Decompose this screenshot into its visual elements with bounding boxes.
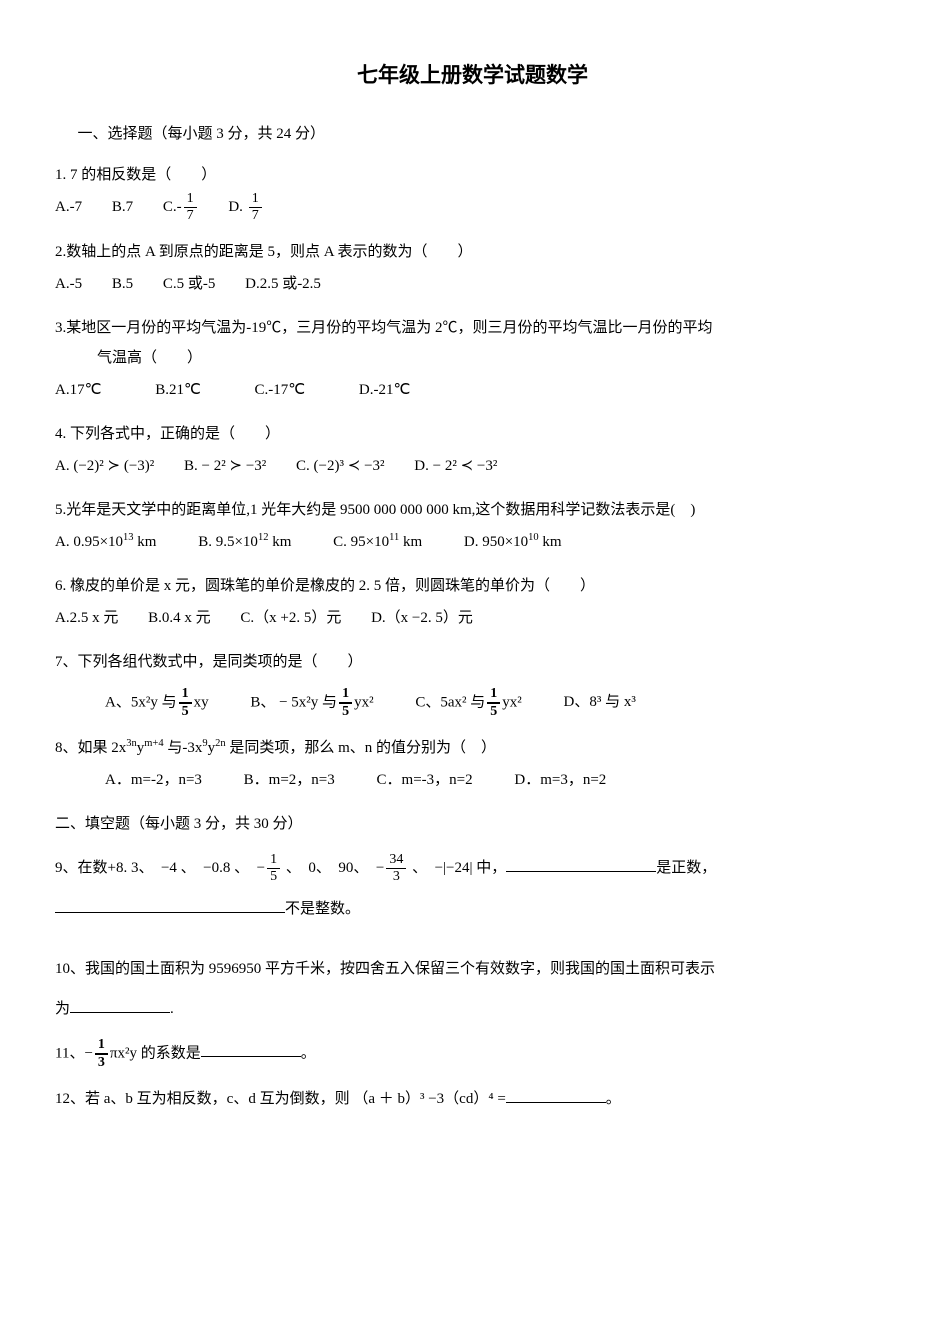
q1-stem: 1. 7 的相反数是（ ） bbox=[55, 160, 890, 190]
question-11: 11、−13πx²y 的系数是。 bbox=[55, 1038, 890, 1070]
question-6: 6. 橡皮的单价是 x 元，圆珠笔的单价是橡皮的 2. 5 倍，则圆珠笔的单价为… bbox=[55, 571, 890, 633]
page-title: 七年级上册数学试题数学 bbox=[55, 60, 890, 93]
q7-opt-a: A、5x²y 与15xy bbox=[105, 687, 209, 719]
q2-opt-a: A.-5 bbox=[55, 269, 82, 299]
q4-opt-b: B. − 2² ≻ −3² bbox=[184, 451, 266, 481]
q7-stem: 7、下列各组代数式中，是同类项的是（ ） bbox=[55, 647, 890, 677]
q4-opt-d: D. − 2² ≺ −3² bbox=[414, 451, 497, 481]
q6-stem: 6. 橡皮的单价是 x 元，圆珠笔的单价是橡皮的 2. 5 倍，则圆珠笔的单价为… bbox=[55, 571, 890, 601]
q8-options: A．m=-2，n=3 B．m=2，n=3 C．m=-3，n=2 D．m=3，n=… bbox=[55, 765, 890, 795]
question-9: 9、在数+8. 3、 −4 、 −0.8 、 −15 、 0、 90、 −343… bbox=[55, 853, 890, 924]
q6-opt-a: A.2.5 x 元 bbox=[55, 603, 118, 633]
q3-opt-a: A.17℃ bbox=[55, 375, 101, 405]
section-1-heading: 一、选择题（每小题 3 分，共 24 分） bbox=[55, 123, 890, 146]
blank-input bbox=[70, 997, 170, 1013]
question-8: 8、如果 2x3nym+4 与-3x9y2n 是同类项，那么 m、n 的值分别为… bbox=[55, 733, 890, 795]
question-12: 12、若 a、b 互为相反数，c、d 互为倒数，则 （a ＋ b）³ −3（cd… bbox=[55, 1084, 890, 1114]
q5-opt-a: A. 0.95×1013 km bbox=[55, 527, 156, 557]
q7-opt-c: C、5ax² 与15yx² bbox=[415, 687, 521, 719]
q3-opt-c: C.-17℃ bbox=[255, 375, 306, 405]
q8-stem: 8、如果 2x3nym+4 与-3x9y2n 是同类项，那么 m、n 的值分别为… bbox=[55, 733, 890, 763]
q2-opt-b: B.5 bbox=[112, 269, 133, 299]
q3-opt-b: B.21℃ bbox=[155, 375, 201, 405]
q10-line2: 为. bbox=[55, 994, 890, 1024]
q5-opt-b: B. 9.5×1012 km bbox=[198, 527, 291, 557]
q1-options: A.-7 B.7 C.-17 D. 17 bbox=[55, 192, 890, 223]
q2-options: A.-5 B.5 C.5 或-5 D.2.5 或-2.5 bbox=[55, 269, 890, 299]
q3-opt-d: D.-21℃ bbox=[359, 375, 410, 405]
q2-opt-d: D.2.5 或-2.5 bbox=[245, 269, 321, 299]
q3-stem-line2: 气温高（ ） bbox=[55, 343, 890, 373]
q2-opt-c: C.5 或-5 bbox=[163, 269, 216, 299]
question-5: 5.光年是天文学中的距离单位,1 光年大约是 9500 000 000 000 … bbox=[55, 495, 890, 557]
question-7: 7、下列各组代数式中，是同类项的是（ ） A、5x²y 与15xy B、 − 5… bbox=[55, 647, 890, 719]
blank-input bbox=[55, 897, 285, 913]
q6-opt-c: C.（x +2. 5）元 bbox=[240, 603, 341, 633]
blank-input bbox=[506, 856, 656, 872]
q3-options: A.17℃ B.21℃ C.-17℃ D.-21℃ bbox=[55, 375, 890, 405]
q7-opt-d: D、8³ 与 x³ bbox=[563, 687, 635, 717]
q7-options: A、5x²y 与15xy B、 − 5x²y 与15yx² C、5ax² 与15… bbox=[55, 687, 890, 719]
blank-input bbox=[506, 1087, 606, 1103]
q6-opt-b: B.0.4 x 元 bbox=[148, 603, 211, 633]
question-2: 2.数轴上的点 A 到原点的距离是 5，则点 A 表示的数为（ ） A.-5 B… bbox=[55, 237, 890, 299]
q4-options: A. (−2)² ≻ (−3)² B. − 2² ≻ −3² C. (−2)³ … bbox=[55, 451, 890, 481]
q8-opt-d: D．m=3，n=2 bbox=[514, 765, 606, 795]
q5-options: A. 0.95×1013 km B. 9.5×1012 km C. 95×101… bbox=[55, 527, 890, 557]
q4-stem: 4. 下列各式中，正确的是（ ） bbox=[55, 419, 890, 449]
q8-opt-c: C．m=-3，n=2 bbox=[377, 765, 473, 795]
q7-opt-b: B、 − 5x²y 与15yx² bbox=[250, 687, 373, 719]
question-1: 1. 7 的相反数是（ ） A.-7 B.7 C.-17 D. 17 bbox=[55, 160, 890, 223]
q8-opt-a: A．m=-2，n=3 bbox=[105, 765, 202, 795]
q1-opt-b: B.7 bbox=[112, 192, 133, 222]
q1-opt-a: A.-7 bbox=[55, 192, 82, 222]
q4-opt-a: A. (−2)² ≻ (−3)² bbox=[55, 451, 154, 481]
question-4: 4. 下列各式中，正确的是（ ） A. (−2)² ≻ (−3)² B. − 2… bbox=[55, 419, 890, 481]
q1-opt-d: D. 17 bbox=[228, 192, 263, 223]
q9-line2: 不是整数。 bbox=[55, 894, 890, 924]
section-2-heading: 二、填空题（每小题 3 分，共 30 分） bbox=[55, 809, 890, 839]
question-3: 3.某地区一月份的平均气温为-19℃，三月份的平均气温为 2℃，则三月份的平均气… bbox=[55, 313, 890, 405]
q3-stem-line1: 3.某地区一月份的平均气温为-19℃，三月份的平均气温为 2℃，则三月份的平均气… bbox=[55, 313, 890, 343]
q5-opt-d: D. 950×1010 km bbox=[464, 527, 562, 557]
q9-line1: 9、在数+8. 3、 −4 、 −0.8 、 −15 、 0、 90、 −343… bbox=[55, 853, 890, 884]
question-10: 10、我国的国土面积为 9596950 平方千米，按四舍五入保留三个有效数字，则… bbox=[55, 954, 890, 1024]
q8-opt-b: B．m=2，n=3 bbox=[244, 765, 335, 795]
q4-opt-c: C. (−2)³ ≺ −3² bbox=[296, 451, 384, 481]
blank-input bbox=[201, 1041, 301, 1057]
q2-stem: 2.数轴上的点 A 到原点的距离是 5，则点 A 表示的数为（ ） bbox=[55, 237, 890, 267]
q10-line1: 10、我国的国土面积为 9596950 平方千米，按四舍五入保留三个有效数字，则… bbox=[55, 954, 890, 984]
q1-opt-c: C.-17 bbox=[163, 192, 199, 223]
q6-opt-d: D.（x −2. 5）元 bbox=[371, 603, 473, 633]
q5-opt-c: C. 95×1011 km bbox=[333, 527, 422, 557]
q6-options: A.2.5 x 元 B.0.4 x 元 C.（x +2. 5）元 D.（x −2… bbox=[55, 603, 890, 633]
q5-stem: 5.光年是天文学中的距离单位,1 光年大约是 9500 000 000 000 … bbox=[55, 495, 890, 525]
